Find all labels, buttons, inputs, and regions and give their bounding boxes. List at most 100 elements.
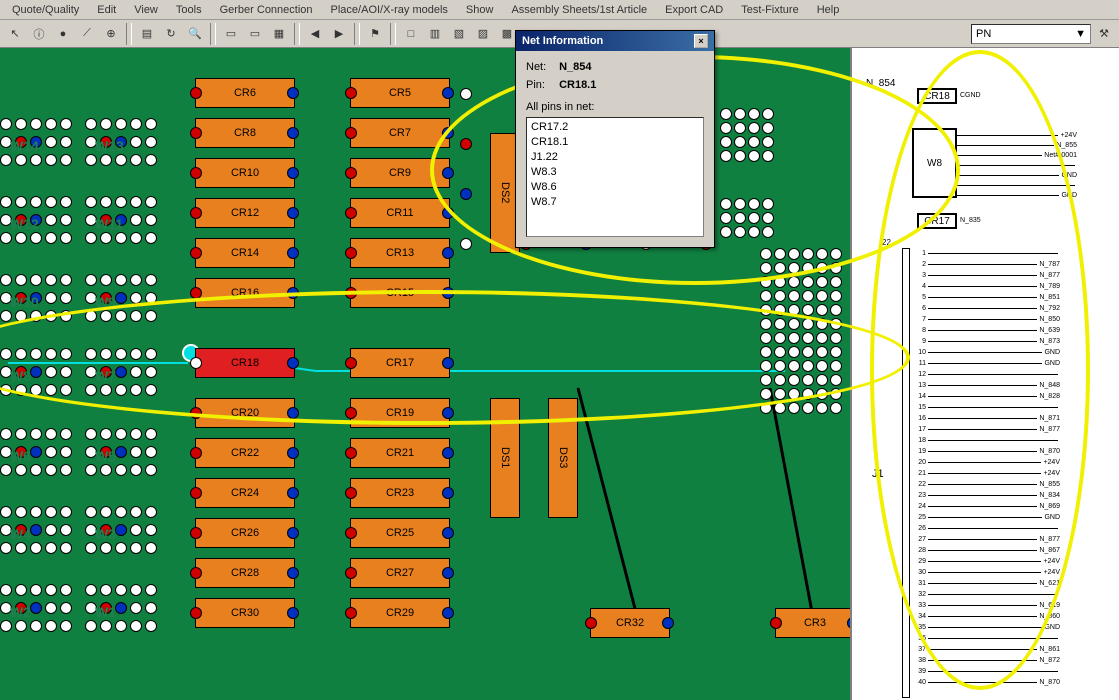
component-cr5[interactable]: CR5 [350,78,450,108]
component-w4[interactable]: W4 [0,506,72,562]
menu-tools[interactable]: Tools [176,4,202,16]
component-w8[interactable]: W8 [0,348,72,404]
component-cr3[interactable]: CR3 [775,608,850,638]
component-w9[interactable]: W9 [85,274,157,330]
schematic-pin-row: 23N_834 [910,490,1060,500]
schematic-pin-row: 11GND [910,358,1060,368]
pin-list-item[interactable]: W8.3 [531,165,699,180]
component-cr19[interactable]: CR19 [350,398,450,428]
component-cr15[interactable]: CR15 [350,278,450,308]
component-cr7[interactable]: CR7 [350,118,450,148]
menu-export[interactable]: Export CAD [665,4,723,16]
via [802,332,814,344]
component-cr30[interactable]: CR30 [195,598,295,628]
component-cr28[interactable]: CR28 [195,558,295,588]
component-w12[interactable]: W12 [0,196,72,252]
menu-edit[interactable]: Edit [97,4,116,16]
via [830,332,842,344]
net-combo[interactable]: PN ▼ [971,24,1091,44]
tool-flag-icon[interactable]: ⚑ [364,23,386,45]
menu-assembly[interactable]: Assembly Sheets/1st Article [511,4,647,16]
tool-g-icon[interactable]: ▨ [472,23,494,45]
menu-test[interactable]: Test-Fixture [741,4,798,16]
pin-list-item[interactable]: J1.22 [531,150,699,165]
component-cr11[interactable]: CR11 [350,198,450,228]
component-cr18[interactable]: CR18 [195,348,295,378]
pcb-canvas[interactable]: CR6 CR8 CR10 CR12 CR14 CR16 CR18 CR20 CR22 CR24 CR… [0,48,850,700]
tool-layers-icon[interactable]: ▤ [136,23,158,45]
component-ds3[interactable]: DS3 [548,398,578,518]
menu-place[interactable]: Place/AOI/X-ray models [331,4,448,16]
tool-next-icon[interactable]: ▶ [328,23,350,45]
pin-list-item[interactable]: W8.7 [531,195,699,210]
pins-listbox[interactable]: CR17.2CR18.1J1.22W8.3W8.6W8.7 [526,117,704,237]
tool-d-icon[interactable]: □ [400,23,422,45]
menu-gerber[interactable]: Gerber Connection [220,4,313,16]
component-cr10[interactable]: CR10 [195,158,295,188]
menu-quote[interactable]: Quote/Quality [12,4,79,16]
tool-find-icon[interactable]: 🔍 [184,23,206,45]
via [802,402,814,414]
component-w3[interactable]: W3 [85,506,157,562]
schematic-cr18[interactable]: CR18 [917,88,957,104]
tool-a-icon[interactable]: ▭ [220,23,242,45]
menu-show[interactable]: Show [466,4,494,16]
tool-b-icon[interactable]: ▭ [244,23,266,45]
component-cr27[interactable]: CR27 [350,558,450,588]
pin-list-item[interactable]: CR17.2 [531,120,699,135]
component-w6[interactable]: W6 [0,428,72,484]
component-cr20[interactable]: CR20 [195,398,295,428]
schematic-pin-row: 40N_870 [910,677,1060,687]
component-cr13[interactable]: CR13 [350,238,450,268]
component-cr6[interactable]: CR6 [195,78,295,108]
tool-hammer-icon[interactable]: ⚒ [1093,23,1115,45]
schematic-pin-row: 25GND [910,512,1060,522]
component-cr26[interactable]: CR26 [195,518,295,548]
component-w7[interactable]: W7 [85,348,157,404]
component-cr22[interactable]: CR22 [195,438,295,468]
via [830,388,842,400]
component-cr17[interactable]: CR17 [350,348,450,378]
tool-e-icon[interactable]: ▥ [424,23,446,45]
component-w13[interactable]: W13 [85,118,157,174]
schematic-j1-body[interactable] [902,248,910,698]
tool-ruler-icon[interactable]: ⟋ [76,23,98,45]
component-ds1[interactable]: DS1 [490,398,520,518]
component-cr8[interactable]: CR8 [195,118,295,148]
net-info-titlebar[interactable]: Net Information × [516,31,714,51]
component-w5[interactable]: W5 [85,428,157,484]
component-cr25[interactable]: CR25 [350,518,450,548]
tool-pointer-icon[interactable]: ↖ [4,23,26,45]
component-cr24[interactable]: CR24 [195,478,295,508]
schematic-panel[interactable]: N_854 CR18CGNDW8+24VN_855Net#-0001GNDGND… [850,48,1119,700]
component-cr9[interactable]: CR9 [350,158,450,188]
component-cr14[interactable]: CR14 [195,238,295,268]
component-cr16[interactable]: CR16 [195,278,295,308]
tool-prev-icon[interactable]: ◀ [304,23,326,45]
pin-list-item[interactable]: CR18.1 [531,135,699,150]
tool-c-icon[interactable]: ▦ [268,23,290,45]
via [774,318,786,330]
tool-zoom-icon[interactable]: ⊕ [100,23,122,45]
pin-list-item[interactable]: W8.6 [531,180,699,195]
component-w14[interactable]: W14 [0,118,72,174]
schematic-w8[interactable]: W8 [912,128,957,198]
tool-info-icon[interactable]: ⓘ [28,23,50,45]
component-cr29[interactable]: CR29 [350,598,450,628]
tool-circle-icon[interactable]: ● [52,23,74,45]
close-icon[interactable]: × [694,34,708,48]
component-cr21[interactable]: CR21 [350,438,450,468]
component-w2[interactable]: W2 [0,584,72,640]
component-cr32[interactable]: CR32 [590,608,670,638]
tool-f-icon[interactable]: ▧ [448,23,470,45]
tool-refresh-icon[interactable]: ↻ [160,23,182,45]
component-cr23[interactable]: CR23 [350,478,450,508]
menu-help[interactable]: Help [817,4,840,16]
component-w10[interactable]: W10 [0,274,72,330]
component-w1[interactable]: W1 [85,584,157,640]
schematic-cr17[interactable]: CR17 [917,213,957,229]
component-w11[interactable]: W11 [85,196,157,252]
component-cr12[interactable]: CR12 [195,198,295,228]
chevron-down-icon: ▼ [1075,28,1086,40]
menu-view[interactable]: View [134,4,158,16]
